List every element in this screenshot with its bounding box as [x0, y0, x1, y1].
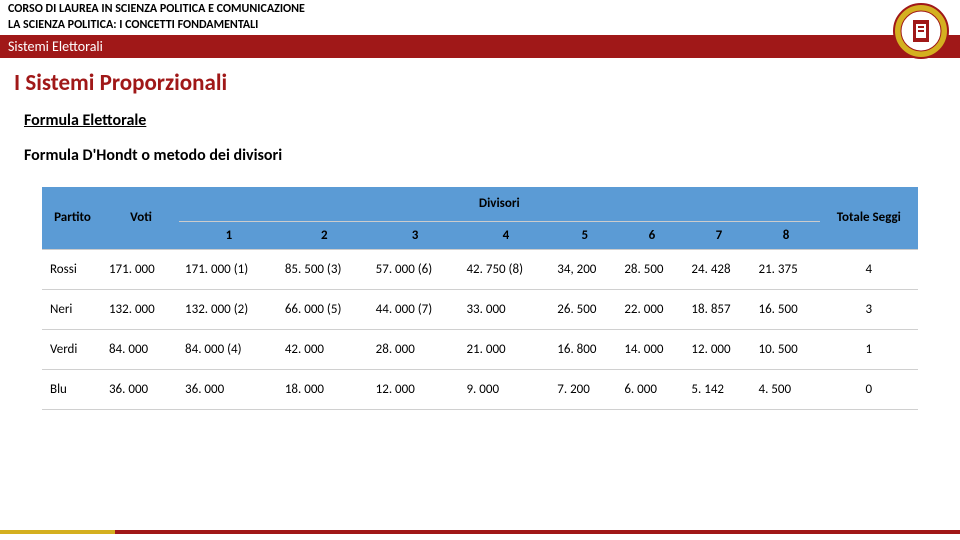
cell-div: 22. 000: [618, 289, 685, 329]
cell-div: 84. 000 (4): [179, 329, 279, 369]
course-line-2: LA SCIENZA POLITICA: I CONCETTI FONDAMEN…: [0, 16, 960, 32]
cell-div: 16. 500: [753, 289, 820, 329]
cell-div: 21. 375: [753, 249, 820, 289]
cell-div: 14. 000: [618, 329, 685, 369]
footer-bar: [0, 530, 960, 534]
slide-header: CORSO DI LAUREA IN SCIENZA POLITICA E CO…: [0, 0, 960, 55]
col-partito: Partito: [42, 187, 103, 249]
col-totale: Totale Seggi: [820, 187, 918, 249]
cell-div: 57. 000 (6): [370, 249, 461, 289]
cell-seats: 3: [820, 289, 918, 329]
cell-party: Rossi: [42, 249, 103, 289]
course-line-1: CORSO DI LAUREA IN SCIENZA POLITICA E CO…: [0, 0, 960, 16]
cell-seats: 1: [820, 329, 918, 369]
cell-div: 5. 142: [685, 369, 752, 409]
cell-div: 171. 000 (1): [179, 249, 279, 289]
table-row: Verdi84. 00084. 000 (4)42. 00028. 00021.…: [42, 329, 918, 369]
table-body: Rossi171. 000171. 000 (1)85. 500 (3)57. …: [42, 249, 918, 409]
slide-content: I Sistemi Proporzionali Formula Elettora…: [0, 55, 960, 410]
col-div-8: 8: [753, 221, 820, 249]
cell-div: 34, 200: [551, 249, 618, 289]
cell-seats: 0: [820, 369, 918, 409]
cell-div: 42. 000: [279, 329, 370, 369]
cell-votes: 171. 000: [103, 249, 179, 289]
cell-div: 7. 200: [551, 369, 618, 409]
cell-div: 36. 000: [179, 369, 279, 409]
section-bar: Sistemi Elettorali: [0, 35, 960, 58]
cell-div: 85. 500 (3): [279, 249, 370, 289]
cell-party: Blu: [42, 369, 103, 409]
table-row: Neri132. 000132. 000 (2)66. 000 (5)44. 0…: [42, 289, 918, 329]
cell-div: 28. 500: [618, 249, 685, 289]
col-div-2: 2: [279, 221, 370, 249]
col-div-3: 3: [370, 221, 461, 249]
page-title: I Sistemi Proporzionali: [14, 69, 946, 97]
cell-div: 21. 000: [460, 329, 551, 369]
cell-div: 26. 500: [551, 289, 618, 329]
col-div-7: 7: [685, 221, 752, 249]
cell-party: Verdi: [42, 329, 103, 369]
cell-div: 18. 000: [279, 369, 370, 409]
cell-seats: 4: [820, 249, 918, 289]
cell-div: 132. 000 (2): [179, 289, 279, 329]
cell-votes: 132. 000: [103, 289, 179, 329]
cell-div: 10. 500: [753, 329, 820, 369]
cell-div: 24. 428: [685, 249, 752, 289]
subtitle-method: Formula D'Hondt o metodo dei divisori: [24, 146, 946, 165]
cell-div: 12. 000: [370, 369, 461, 409]
cell-div: 4. 500: [753, 369, 820, 409]
cell-div: 12. 000: [685, 329, 752, 369]
cell-votes: 36. 000: [103, 369, 179, 409]
dhondt-table: Partito Voti Divisori Totale Seggi 1 2 3…: [42, 187, 918, 410]
col-div-5: 5: [551, 221, 618, 249]
cell-div: 44. 000 (7): [370, 289, 461, 329]
col-div-1: 1: [179, 221, 279, 249]
cell-div: 28. 000: [370, 329, 461, 369]
subtitle-formula: Formula Elettorale: [24, 111, 946, 130]
cell-div: 33. 000: [460, 289, 551, 329]
cell-votes: 84. 000: [103, 329, 179, 369]
cell-div: 6. 000: [618, 369, 685, 409]
cell-div: 18. 857: [685, 289, 752, 329]
col-div-6: 6: [618, 221, 685, 249]
university-logo: [892, 2, 950, 60]
col-voti: Voti: [103, 187, 179, 249]
cell-div: 42. 750 (8): [460, 249, 551, 289]
cell-party: Neri: [42, 289, 103, 329]
table-row: Rossi171. 000171. 000 (1)85. 500 (3)57. …: [42, 249, 918, 289]
dhondt-table-wrap: Partito Voti Divisori Totale Seggi 1 2 3…: [42, 187, 918, 410]
cell-div: 16. 800: [551, 329, 618, 369]
cell-div: 9. 000: [460, 369, 551, 409]
col-divisori: Divisori: [179, 187, 820, 221]
cell-div: 66. 000 (5): [279, 289, 370, 329]
col-div-4: 4: [460, 221, 551, 249]
table-row: Blu36. 00036. 00018. 00012. 0009. 0007. …: [42, 369, 918, 409]
